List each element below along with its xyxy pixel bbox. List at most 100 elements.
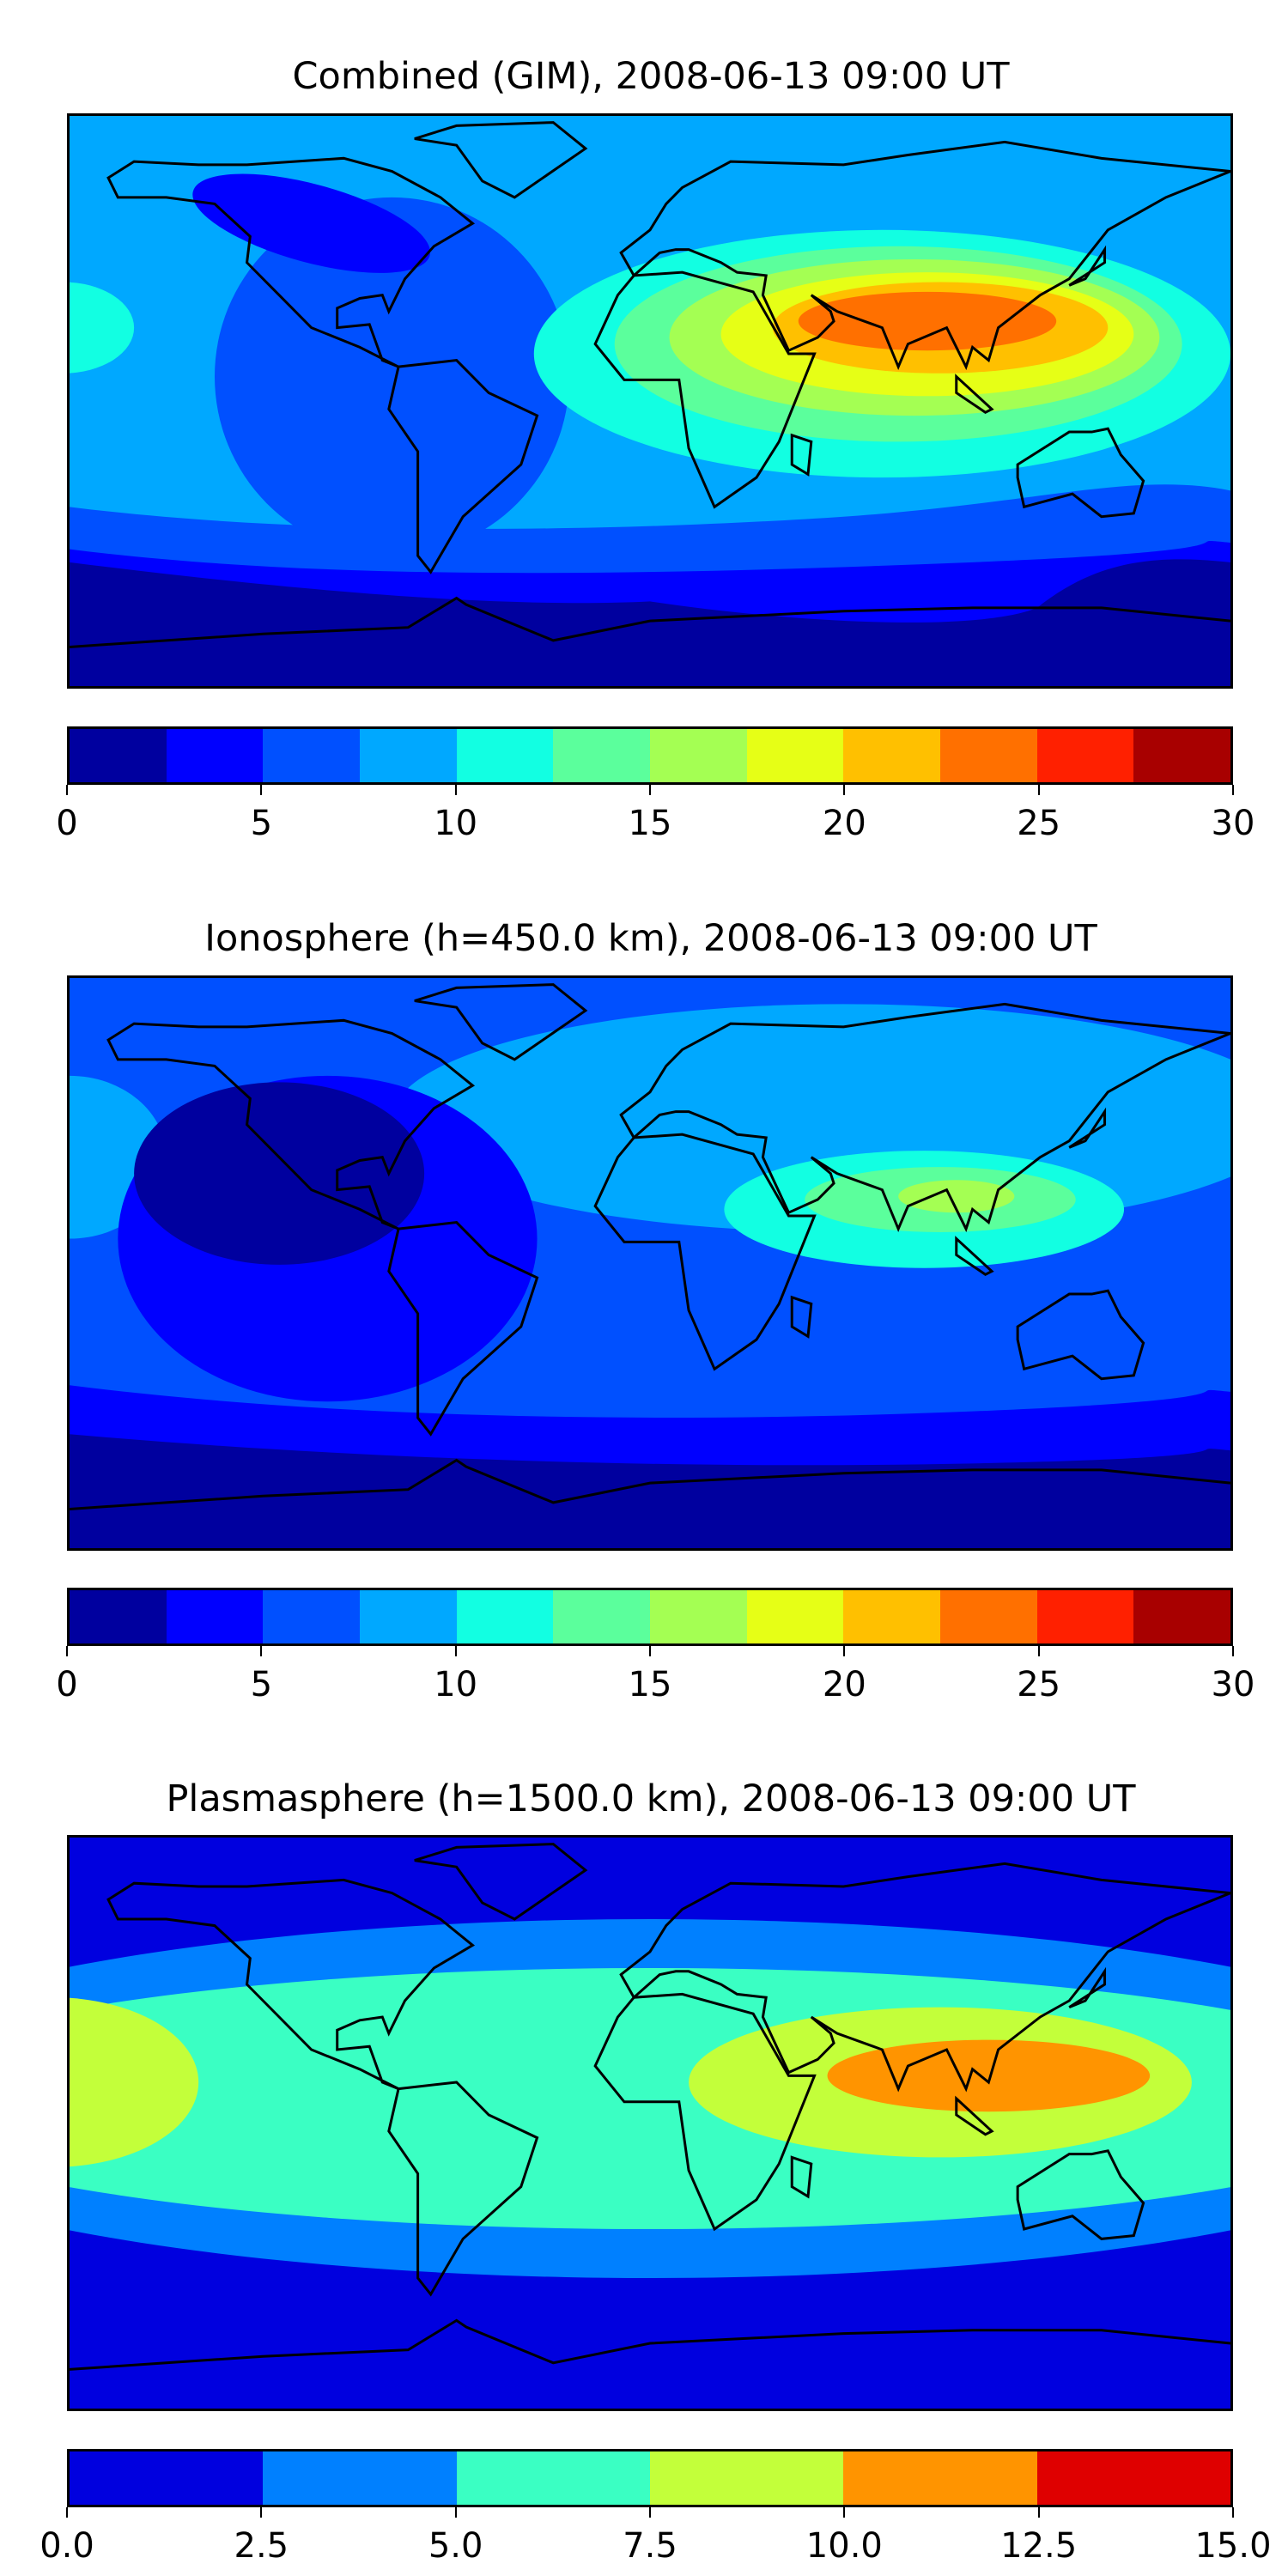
colorbar-segment bbox=[263, 729, 361, 782]
colorbar-segment bbox=[650, 729, 747, 782]
contour-level-fill bbox=[798, 291, 1057, 351]
coastline bbox=[1018, 2151, 1143, 2239]
contour-level-fill bbox=[192, 173, 431, 273]
colorbar-segment bbox=[166, 729, 264, 782]
colorbar-tick-label: 10.0 bbox=[805, 2526, 883, 2566]
coastline bbox=[621, 1863, 1230, 2088]
colorbar-tick-label: 5 bbox=[250, 1665, 273, 1704]
contour-level-fill bbox=[70, 282, 135, 374]
coastline bbox=[792, 2157, 811, 2196]
colorbar-tick-label: 15.0 bbox=[1194, 2526, 1272, 2566]
colorbar-segment bbox=[1036, 1590, 1134, 1643]
colorbar-segment bbox=[650, 1590, 747, 1643]
colorbar-tick-label: 30 bbox=[1211, 804, 1255, 843]
coastline bbox=[595, 272, 814, 507]
coastline bbox=[792, 1297, 811, 1337]
contour-level-fill bbox=[70, 559, 1230, 686]
colorbar-segment bbox=[360, 729, 457, 782]
colorbar-segment bbox=[746, 729, 844, 782]
map-ionosphere bbox=[67, 975, 1233, 1551]
colorbar-ticks-plasmasphere: 0.0 2.5 5.0 7.5 10.0 12.5 15.0 bbox=[39, 2507, 1272, 2576]
colorbar-ionosphere bbox=[67, 1588, 1233, 1646]
coastline bbox=[621, 142, 1230, 367]
coastline bbox=[595, 1994, 814, 2229]
colorbar-ticks-ionosphere: 0 5 10 15 20 25 30 bbox=[56, 1646, 1255, 1715]
colorbar-tick-label: 2.5 bbox=[234, 2526, 289, 2566]
colorbar-segment bbox=[553, 1590, 651, 1643]
coastline bbox=[70, 598, 1230, 647]
coastline bbox=[1069, 1971, 1104, 2008]
colorbar-combined bbox=[67, 726, 1233, 785]
contour-map bbox=[70, 116, 1230, 686]
coastline bbox=[792, 435, 811, 475]
colorbar-segment bbox=[1036, 2451, 1230, 2505]
colorbar-tick-label: 0.0 bbox=[39, 2526, 94, 2566]
colorbar-segment bbox=[70, 1590, 167, 1643]
colorbar-tick-label: 25 bbox=[1017, 1665, 1061, 1704]
map-plasmasphere bbox=[67, 1835, 1233, 2411]
coastline bbox=[108, 158, 472, 367]
colorbar-ticks-combined: 0 5 10 15 20 25 30 bbox=[56, 785, 1255, 854]
colorbar-tick-label: 0 bbox=[56, 804, 78, 843]
contour-level-fill bbox=[134, 1082, 425, 1265]
colorbar-segment bbox=[70, 729, 167, 782]
colorbar-tick-label: 5.0 bbox=[428, 2526, 483, 2566]
map-combined bbox=[67, 113, 1233, 689]
colorbar-segment bbox=[940, 1590, 1037, 1643]
coastline bbox=[415, 985, 586, 1060]
contour-level-fill bbox=[827, 2039, 1151, 2112]
colorbar-segment bbox=[843, 2451, 1037, 2505]
colorbar-tick-label: 0 bbox=[56, 1665, 78, 1704]
colorbar-tick-label: 5 bbox=[250, 804, 273, 843]
coastline bbox=[70, 1461, 1230, 1510]
coastline bbox=[1069, 1112, 1104, 1148]
colorbar-tick-label: 25 bbox=[1017, 804, 1061, 843]
coastline bbox=[108, 1020, 472, 1229]
coastline bbox=[389, 1223, 538, 1435]
colorbar-segment bbox=[940, 729, 1037, 782]
contour-map bbox=[70, 978, 1230, 1548]
coastline bbox=[957, 1239, 992, 1275]
chart-title: Plasmasphere (h=1500.0 km), 2008-06-13 0… bbox=[166, 1777, 1136, 1820]
colorbar-tick-label: 10 bbox=[434, 1665, 478, 1704]
contour-level-fill bbox=[898, 1180, 1015, 1213]
colorbar-segment bbox=[1133, 729, 1231, 782]
colorbar-tick-label: 20 bbox=[822, 804, 866, 843]
contour-map bbox=[70, 1838, 1230, 2409]
colorbar-tick-label: 10 bbox=[434, 804, 478, 843]
colorbar-segment bbox=[843, 729, 941, 782]
coastline bbox=[415, 123, 586, 197]
colorbar-segment bbox=[1036, 729, 1134, 782]
coastline bbox=[1069, 250, 1104, 286]
colorbar-segment bbox=[456, 1590, 554, 1643]
coastline bbox=[957, 377, 992, 413]
coastline bbox=[1018, 428, 1143, 516]
coastline bbox=[1018, 1291, 1143, 1378]
colorbar-segment bbox=[746, 1590, 844, 1643]
coastline bbox=[389, 2082, 538, 2294]
colorbar-tick-label: 30 bbox=[1211, 1665, 1255, 1704]
colorbar-plasmasphere bbox=[67, 2449, 1233, 2507]
contour-level-fill bbox=[215, 197, 570, 556]
colorbar-segment bbox=[166, 1590, 264, 1643]
colorbar-segment bbox=[553, 729, 651, 782]
coastline bbox=[415, 1844, 586, 1919]
coastline bbox=[108, 1880, 472, 2088]
contour-level-fill bbox=[70, 1997, 199, 2167]
colorbar-segment bbox=[263, 1590, 361, 1643]
chart-title: Combined (GIM), 2008-06-13 09:00 UT bbox=[292, 55, 1010, 98]
colorbar-segment bbox=[843, 1590, 941, 1643]
colorbar-tick-label: 20 bbox=[822, 1665, 866, 1704]
colorbar-segment bbox=[360, 1590, 457, 1643]
colorbar-segment bbox=[1133, 1590, 1231, 1643]
colorbar-segment bbox=[456, 2451, 650, 2505]
colorbar-segment bbox=[456, 729, 554, 782]
colorbar-segment bbox=[649, 2451, 844, 2505]
colorbar-tick-label: 15 bbox=[628, 1665, 672, 1704]
coastline bbox=[70, 2320, 1230, 2369]
coastline bbox=[957, 2099, 992, 2135]
colorbar-tick-label: 12.5 bbox=[1000, 2526, 1078, 2566]
coastline bbox=[595, 1134, 814, 1369]
chart-title: Ionosphere (h=450.0 km), 2008-06-13 09:0… bbox=[204, 917, 1097, 960]
coastline bbox=[621, 1004, 1230, 1229]
